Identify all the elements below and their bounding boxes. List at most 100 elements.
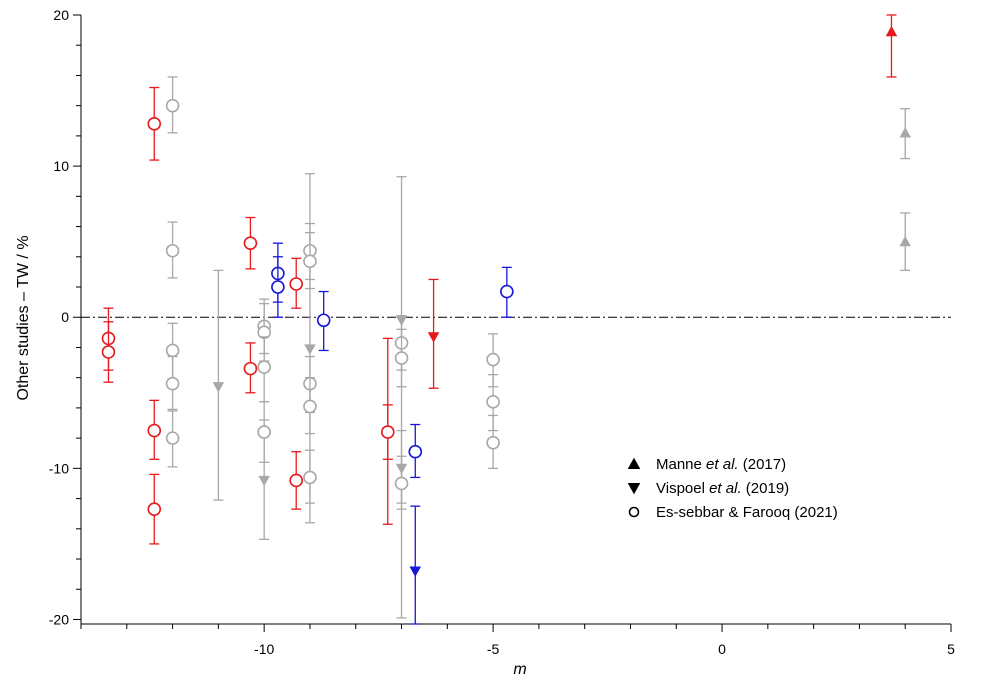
data-point (408, 423, 423, 479)
data-point (380, 404, 395, 460)
legend-label-italic: et al. (709, 480, 742, 497)
circle-marker (147, 423, 162, 438)
series-gray-triangle-up (899, 108, 911, 272)
data-point (243, 342, 258, 394)
data-point (885, 14, 898, 78)
data-point (101, 321, 116, 383)
circle-marker (257, 425, 271, 439)
circle-marker (303, 254, 317, 269)
data-point (486, 333, 500, 388)
triangle-up-marker (899, 127, 911, 138)
legend-label: Es-sebbar & Farooq (2021) (656, 504, 838, 521)
data-point (395, 176, 408, 619)
circle-marker (408, 444, 423, 459)
circle-marker (486, 395, 500, 409)
y-tick-label: 10 (53, 158, 69, 174)
data-point (486, 414, 500, 469)
circle-marker (289, 473, 304, 488)
circle-marker (165, 343, 180, 358)
series-gray-circle-open (165, 76, 500, 510)
x-tick-label: -5 (487, 641, 500, 657)
y-tick-label: 20 (53, 7, 69, 23)
triangle-down-marker (427, 332, 440, 343)
legend-label-text: Vispoel (656, 480, 709, 497)
circle-marker (101, 345, 116, 359)
data-marks (101, 14, 911, 625)
data-point (212, 269, 225, 501)
data-point (303, 377, 317, 435)
circle-marker (243, 236, 258, 250)
legend-label-text: Es-sebbar & Farooq (2021) (656, 504, 838, 521)
data-point (303, 449, 317, 504)
circle-marker (486, 352, 500, 367)
triangle-down-marker (627, 482, 641, 495)
circle-marker (380, 425, 395, 439)
circle-marker (271, 280, 285, 294)
x-axis-title: m (513, 661, 526, 678)
circle-marker (500, 284, 514, 299)
circle-marker (303, 399, 317, 414)
data-point (899, 108, 911, 160)
legend-label-italic: et al. (706, 456, 739, 473)
circle-marker (394, 351, 409, 365)
y-tick-label: -20 (49, 611, 69, 627)
data-point (289, 451, 304, 510)
x-tick-label: 5 (947, 641, 955, 657)
circle-marker (289, 277, 304, 291)
data-point (147, 473, 162, 545)
circle-marker (243, 361, 258, 376)
series-red-triangle-up (885, 14, 898, 78)
data-point (316, 290, 331, 352)
y-tick-label: -10 (49, 460, 69, 476)
circle-marker (147, 117, 162, 131)
data-point (899, 212, 911, 272)
data-point (500, 266, 514, 318)
circle-marker (486, 435, 500, 450)
circle-marker (165, 98, 180, 113)
series-blue-triangle-down (409, 505, 422, 625)
y-tick-label: 0 (61, 309, 69, 325)
data-point (165, 221, 180, 279)
legend-entry: Es-sebbar & Farooq (2021) (628, 504, 838, 521)
circle-marker (165, 431, 180, 445)
series-blue-circle-open (271, 242, 514, 479)
legend-label-year: (2019) (742, 480, 790, 497)
x-tick-label: -10 (254, 641, 274, 657)
data-point (257, 401, 271, 463)
triangle-up-marker (899, 235, 911, 247)
data-point (271, 256, 285, 318)
triangle-down-marker (258, 475, 270, 487)
circle-marker (303, 470, 317, 485)
axes-frame (80, 15, 951, 625)
triangle-down-marker (212, 382, 225, 393)
circle-marker (316, 313, 331, 328)
circle-marker (147, 502, 162, 516)
data-point (257, 336, 271, 403)
triangle-up-marker (885, 25, 898, 37)
legend-label-year: (2017) (739, 456, 787, 473)
legend-entry: Vispoel et al. (2019) (627, 480, 789, 497)
circle-marker (165, 376, 180, 391)
series-red-triangle-down (382, 278, 440, 525)
legend-entry: Manne et al. (2017) (627, 456, 786, 473)
data-point (409, 505, 422, 625)
data-point (303, 231, 317, 290)
data-point (165, 410, 180, 468)
legend-label: Vispoel et al. (2019) (656, 480, 789, 497)
triangle-down-marker (409, 566, 422, 577)
circle-marker (394, 476, 409, 491)
circle-marker (628, 506, 640, 518)
data-point (289, 257, 304, 309)
data-point (147, 86, 162, 161)
circle-marker (165, 243, 180, 258)
y-axis-title: Other studies – TW / % (15, 235, 32, 400)
data-point (394, 328, 409, 388)
data-point (243, 216, 258, 270)
legend: Manne et al. (2017) Vispoel et al. (2019)… (627, 456, 838, 521)
x-tick-label: 0 (718, 641, 726, 657)
data-point (165, 355, 180, 411)
data-point (147, 399, 162, 460)
data-point (165, 76, 180, 134)
legend-label: Manne et al. (2017) (656, 456, 786, 473)
